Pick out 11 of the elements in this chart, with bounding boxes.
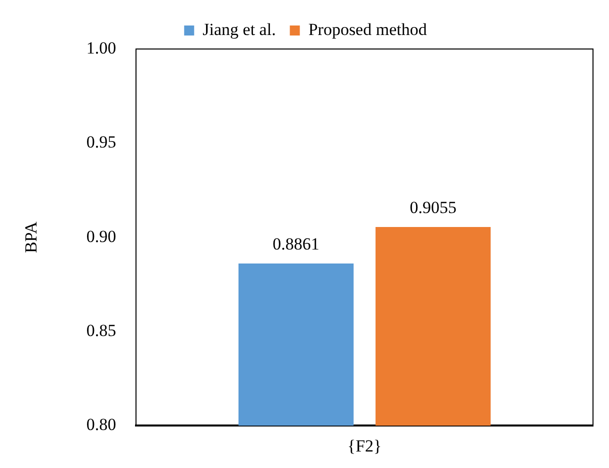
y-tick-label: 1.00 bbox=[86, 38, 116, 58]
y-tick-label: 0.85 bbox=[86, 320, 116, 340]
data-label: 0.9055 bbox=[410, 198, 456, 217]
y-tick-label: 0.80 bbox=[86, 415, 116, 434]
data-label: 0.8861 bbox=[272, 234, 320, 254]
legend-label: Proposed method bbox=[308, 20, 428, 39]
y-axis-title: BPA bbox=[22, 220, 41, 254]
y-tick-label: 0.90 bbox=[86, 226, 116, 246]
legend-label: Jiang et al. bbox=[202, 20, 276, 39]
x-tick-label: {F2} bbox=[347, 436, 382, 456]
y-tick-label: 0.95 bbox=[86, 132, 116, 152]
